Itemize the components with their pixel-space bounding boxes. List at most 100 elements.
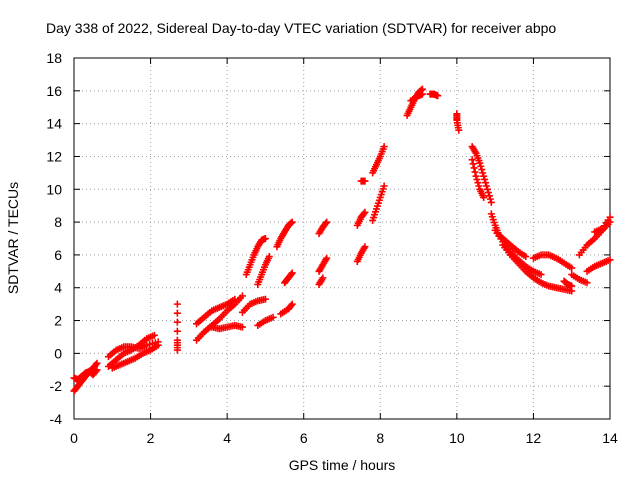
data-point xyxy=(487,198,495,206)
data-point xyxy=(287,301,295,309)
series-arc-37 xyxy=(583,256,614,275)
data-point xyxy=(360,209,368,217)
series-arc-24 xyxy=(369,182,388,224)
series-arc-6 xyxy=(173,300,181,354)
y-tick-label: -2 xyxy=(50,378,63,394)
y-tick-label: 6 xyxy=(54,247,62,263)
data-point xyxy=(319,274,327,282)
data-point xyxy=(477,162,485,170)
x-tick-label: 6 xyxy=(300,430,308,446)
series-arc-16 xyxy=(277,300,296,318)
data-point xyxy=(265,253,273,261)
data-point xyxy=(173,327,181,335)
data-point xyxy=(231,295,239,303)
series-arc-26 xyxy=(407,90,426,105)
y-tick-label: 8 xyxy=(54,214,62,230)
series-arc-35 xyxy=(560,277,576,290)
data-point xyxy=(380,143,388,151)
data-point xyxy=(361,208,369,216)
data-point xyxy=(287,270,295,278)
data-point xyxy=(361,177,369,185)
x-tick-label: 12 xyxy=(526,430,542,446)
series-arc-23 xyxy=(369,143,388,177)
data-point xyxy=(483,182,491,190)
series-arc-8 xyxy=(193,295,239,328)
data-point xyxy=(173,300,181,308)
data-point xyxy=(606,213,614,221)
data-point xyxy=(476,159,484,167)
series-arc-11 xyxy=(242,235,269,279)
y-tick-label: 12 xyxy=(46,148,62,164)
x-axis-label: GPS time / hours xyxy=(289,457,396,473)
data-point xyxy=(238,292,246,300)
data-point xyxy=(479,169,487,177)
x-tick-label: 10 xyxy=(449,430,465,446)
plot-frame xyxy=(73,57,611,420)
data-point xyxy=(483,185,491,193)
x-tick-label: 2 xyxy=(147,430,155,446)
data-point xyxy=(472,172,480,180)
data-point xyxy=(288,218,296,226)
series-arc-27 xyxy=(426,90,442,100)
data-point xyxy=(418,90,426,98)
data-point xyxy=(92,367,100,375)
series-arc-29 xyxy=(468,143,495,206)
data-point xyxy=(380,182,388,190)
series-arc-34 xyxy=(529,251,576,272)
series-arc-12 xyxy=(254,253,273,288)
series-arc-30 xyxy=(468,156,488,201)
y-tick-label: 10 xyxy=(46,181,62,197)
series-arc-21 xyxy=(353,243,369,265)
chart-title: Day 338 of 2022, Sidereal Day-to-day VTE… xyxy=(46,20,556,36)
series-arc-17 xyxy=(315,218,331,238)
data-point xyxy=(474,179,482,187)
data-point xyxy=(93,359,101,367)
data-point xyxy=(469,160,477,168)
data-point xyxy=(568,264,576,272)
data-point xyxy=(238,323,246,331)
data-point xyxy=(468,156,476,164)
data-point xyxy=(287,219,295,227)
data-point xyxy=(568,282,576,290)
data-point xyxy=(484,189,492,197)
data-point xyxy=(173,309,181,317)
y-tick-label: 18 xyxy=(46,50,62,66)
data-point xyxy=(455,126,463,134)
series-arc-19 xyxy=(315,274,327,288)
data-point xyxy=(288,300,296,308)
series-arc-13 xyxy=(273,218,296,251)
data-point xyxy=(522,253,530,261)
data-point xyxy=(473,175,481,183)
data-point xyxy=(537,271,545,279)
data-point xyxy=(485,192,493,200)
data-point xyxy=(323,254,331,262)
y-tick-label: 2 xyxy=(54,313,62,329)
series-arc-33 xyxy=(499,241,576,295)
grid-layer xyxy=(74,58,610,419)
x-tick-label: 0 xyxy=(70,430,78,446)
data-point xyxy=(150,331,158,339)
data-point xyxy=(481,175,489,183)
x-tick-label: 8 xyxy=(376,430,384,446)
x-tick-label: 4 xyxy=(223,430,231,446)
data-point xyxy=(173,318,181,326)
y-tick-label: 16 xyxy=(46,83,62,99)
data-point xyxy=(434,92,442,100)
data-point xyxy=(583,279,591,287)
series-arc-9 xyxy=(208,321,246,333)
data-point xyxy=(261,295,269,303)
data-point xyxy=(269,313,277,321)
series-arc-22 xyxy=(357,177,369,185)
data-point xyxy=(322,219,330,227)
x-tick-label: 14 xyxy=(602,430,618,446)
data-point xyxy=(470,164,478,172)
series-arc-18 xyxy=(315,254,331,275)
series-arc-38 xyxy=(575,218,614,259)
data-point xyxy=(93,366,101,374)
data-point xyxy=(471,168,479,176)
series-arc-5 xyxy=(108,341,162,372)
series-arc-36 xyxy=(568,271,591,287)
series-arc-10 xyxy=(238,295,269,316)
marks-layer xyxy=(70,85,614,395)
